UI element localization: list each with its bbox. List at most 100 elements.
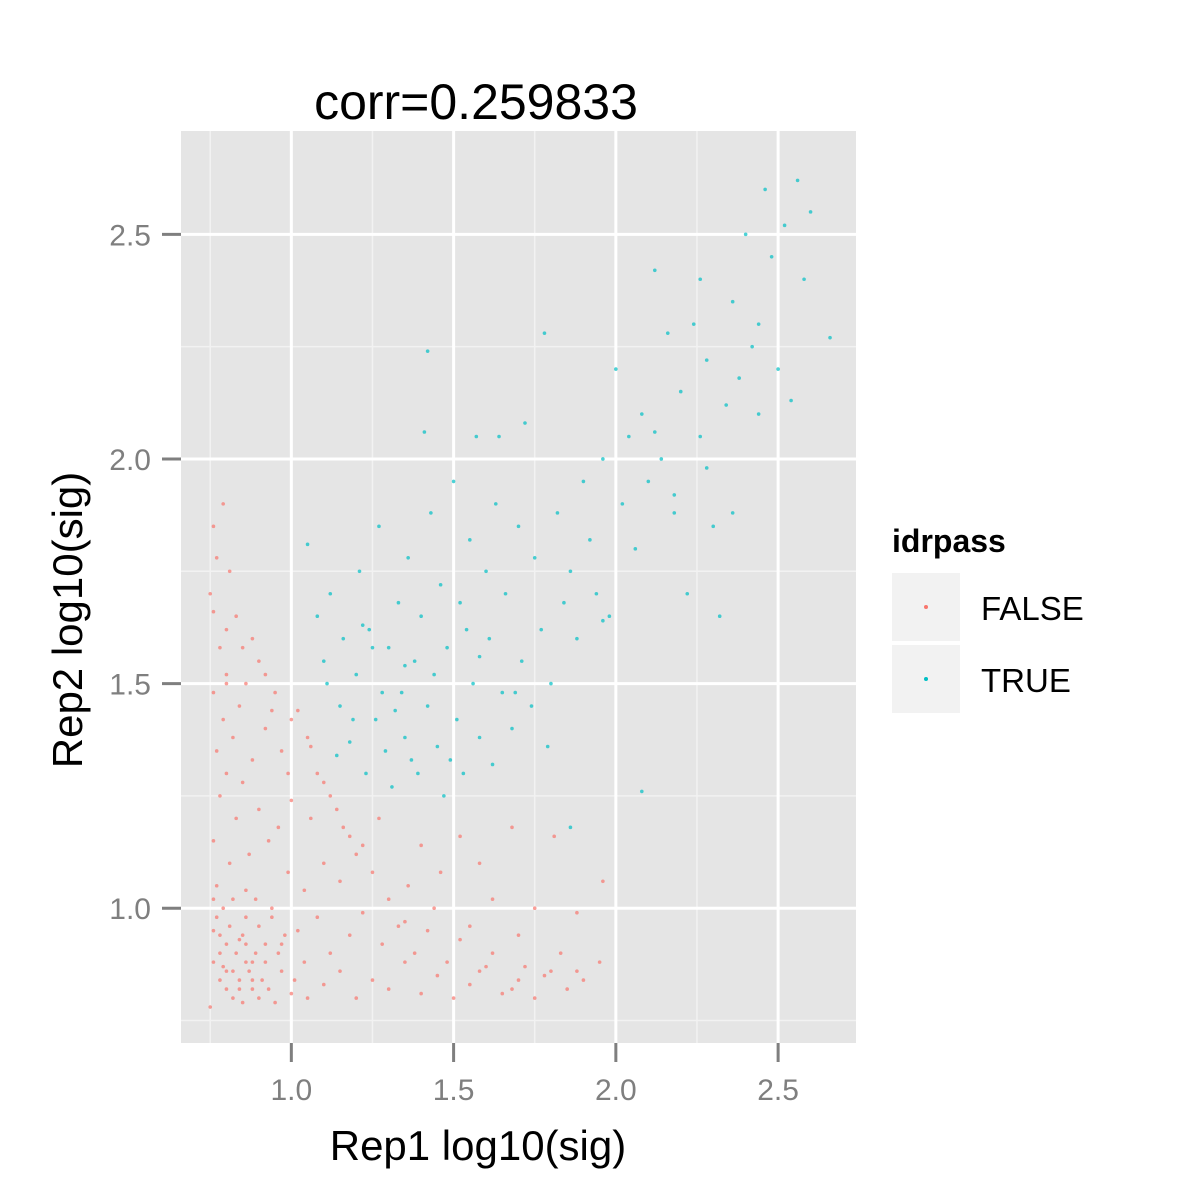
point-false bbox=[279, 969, 284, 973]
point-false bbox=[244, 960, 248, 964]
point-true bbox=[351, 717, 355, 722]
point-false bbox=[354, 996, 359, 1000]
point-true bbox=[539, 627, 544, 632]
point-true bbox=[640, 412, 644, 416]
point-false bbox=[510, 825, 514, 830]
point-true bbox=[334, 753, 339, 758]
point-true bbox=[704, 358, 709, 362]
point-false bbox=[296, 708, 300, 713]
point-false bbox=[270, 915, 274, 920]
point-true bbox=[562, 600, 566, 605]
point-false bbox=[419, 843, 423, 848]
point-true bbox=[321, 659, 326, 663]
point-false bbox=[247, 969, 251, 973]
point-true bbox=[646, 479, 651, 484]
point-false bbox=[477, 969, 482, 973]
point-false bbox=[244, 681, 248, 686]
point-false bbox=[575, 969, 579, 973]
point-true bbox=[432, 672, 436, 677]
point-false bbox=[257, 924, 261, 928]
point-false bbox=[266, 839, 271, 843]
point-true bbox=[750, 344, 754, 349]
point-false bbox=[558, 951, 563, 955]
point-false bbox=[234, 951, 238, 955]
legend-title: idrpass bbox=[892, 523, 1006, 559]
point-true bbox=[545, 744, 550, 749]
point-false bbox=[208, 1005, 213, 1009]
point-true bbox=[698, 434, 703, 439]
point-true bbox=[691, 322, 696, 326]
y-tick-label: 1.5 bbox=[109, 669, 151, 702]
point-false bbox=[565, 987, 569, 991]
point-false bbox=[296, 928, 300, 933]
point-true bbox=[493, 502, 498, 506]
point-false bbox=[237, 987, 242, 991]
point-false bbox=[289, 798, 294, 803]
x-tick-label: 1.5 bbox=[433, 1074, 475, 1107]
point-false bbox=[338, 879, 342, 884]
point-true bbox=[458, 600, 462, 605]
point-false bbox=[406, 883, 410, 888]
point-false bbox=[458, 937, 462, 942]
point-false bbox=[286, 870, 290, 875]
point-false bbox=[263, 942, 268, 946]
point-false bbox=[276, 825, 281, 830]
point-false bbox=[253, 951, 258, 955]
point-false bbox=[432, 906, 436, 911]
point-false bbox=[227, 861, 232, 866]
point-true bbox=[403, 735, 407, 740]
point-false bbox=[270, 708, 274, 713]
point-false bbox=[425, 928, 430, 933]
series-false-points bbox=[208, 502, 605, 1009]
point-false bbox=[211, 960, 216, 964]
point-true bbox=[594, 591, 599, 596]
point-false bbox=[403, 919, 407, 924]
point-false bbox=[218, 794, 222, 798]
point-true bbox=[633, 547, 638, 551]
point-true bbox=[581, 479, 586, 484]
point-false bbox=[224, 681, 229, 686]
point-true bbox=[347, 740, 352, 744]
point-false bbox=[360, 910, 365, 915]
legend-label-false: FALSE bbox=[981, 590, 1084, 627]
point-false bbox=[237, 937, 242, 942]
point-true bbox=[315, 614, 320, 619]
point-true bbox=[756, 412, 761, 416]
point-true bbox=[717, 614, 722, 619]
point-false bbox=[218, 978, 222, 982]
point-false bbox=[338, 969, 342, 973]
point-true bbox=[451, 479, 456, 484]
point-true bbox=[555, 511, 560, 515]
point-false bbox=[484, 964, 488, 969]
point-false bbox=[500, 991, 505, 996]
point-false bbox=[279, 942, 284, 946]
point-false bbox=[266, 987, 271, 991]
point-false bbox=[218, 645, 222, 650]
point-false bbox=[240, 780, 245, 785]
point-false bbox=[315, 771, 320, 776]
point-false bbox=[250, 758, 255, 762]
grid-minor bbox=[181, 131, 856, 1043]
point-true bbox=[393, 708, 397, 713]
point-true bbox=[435, 744, 440, 749]
y-tick-label: 1.0 bbox=[109, 893, 151, 926]
point-false bbox=[321, 780, 326, 785]
point-true bbox=[373, 717, 378, 722]
point-false bbox=[601, 879, 605, 884]
point-true bbox=[724, 403, 728, 407]
point-false bbox=[334, 807, 339, 812]
point-true bbox=[601, 618, 605, 623]
point-true bbox=[461, 771, 466, 776]
point-false bbox=[237, 704, 242, 708]
point-true bbox=[383, 749, 388, 753]
point-false bbox=[260, 978, 264, 982]
point-false bbox=[250, 636, 255, 641]
point-true bbox=[704, 466, 709, 470]
point-false bbox=[302, 960, 307, 964]
point-false bbox=[309, 744, 313, 749]
point-true bbox=[588, 538, 592, 542]
point-false bbox=[244, 888, 248, 893]
point-true bbox=[325, 681, 329, 686]
point-false bbox=[438, 870, 443, 875]
point-false bbox=[257, 996, 261, 1000]
